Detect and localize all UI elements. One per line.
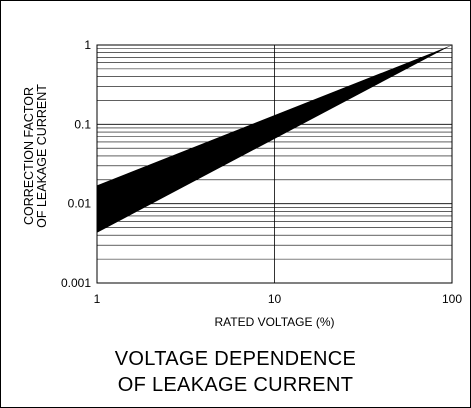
x-tick-label: 10	[268, 292, 282, 306]
grid	[96, 45, 453, 284]
y-tick-label: 0.1	[74, 117, 91, 131]
chart-title-line-2: OF LEAKAGE CURRENT	[117, 374, 354, 396]
y-tick-label: 0.01	[68, 197, 92, 211]
y-axis-label-line-2: OF LEAKAGE CURRENT	[35, 84, 49, 228]
x-tick-label: 1	[94, 292, 101, 306]
x-tick-label: 100	[442, 292, 462, 306]
tick-labels: 0.001 0.01 0.1 1 1 10 100	[61, 38, 462, 306]
y-tick-label: 0.001	[61, 276, 91, 290]
y-tick-label: 1	[84, 38, 91, 52]
chart-title-line-1: VOLTAGE DEPENDENCE	[114, 348, 357, 370]
plot-area-border	[96, 44, 453, 284]
x-axis-label: RATED VOLTAGE (%)	[214, 315, 334, 329]
y-axis-label-line-1: CORRECTION FACTOR	[22, 87, 36, 225]
leakage-current-band	[97, 45, 452, 233]
